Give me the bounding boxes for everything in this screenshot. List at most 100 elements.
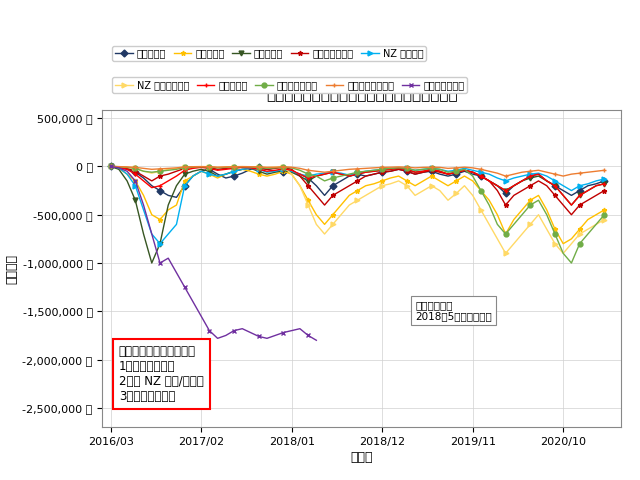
メキシコペソ／円 [543,169,550,175]
トルコリラ／円 [288,328,296,334]
加ドル／円 [107,164,115,169]
加ドル／円 [370,168,378,174]
トルコリラ／円 [280,330,287,336]
南アランド／円 [205,164,213,170]
NZ ドル／米ドル [502,251,509,256]
トルコリラ／円 [173,270,180,276]
米ドル／円 [107,164,115,169]
NZ ドル／円 [230,168,238,174]
トルコリラ／円 [255,334,262,339]
NZ ドル／円 [288,168,296,174]
ユーロ／円 [403,178,411,184]
南アランド／円 [280,164,287,170]
NZ ドル／円 [378,167,386,172]
NZ ドル／円 [156,241,164,247]
Line: 南アランド／円: 南アランド／円 [108,164,607,265]
Line: メキシコペソ／円: メキシコペソ／円 [108,164,607,179]
豪ドル／円 [230,168,238,174]
NZ ドル／米ドル [107,164,115,169]
Text: 【含み損益ランキング】
1位：ユーロ／円
2位： NZ ドル/米ドル
3位：米ドル／円: 【含み損益ランキング】 1位：ユーロ／円 2位： NZ ドル/米ドル 3位：米ド… [119,345,204,403]
南アランド／円 [107,164,115,169]
トルコリラ／円 [197,313,205,319]
豪ドル／円 [412,169,419,175]
南アランド／円 [568,260,575,266]
豪ドル／円 [543,178,550,184]
加ドル／円 [534,171,542,177]
南アランド／円 [403,166,411,171]
Line: 加ドル／円: 加ドル／円 [108,164,607,207]
加ドル／円 [222,167,230,172]
トルコリラ／円 [222,333,230,338]
トルコリラ／円 [304,333,312,338]
トルコリラ／円 [164,255,172,261]
トルコリラ／円 [230,328,238,334]
豪ドル／円 [288,169,296,175]
ユーロ／円 [559,241,567,247]
ユーロ／円 [205,171,213,177]
米ドル／円 [543,178,550,184]
NZ ドル／米ドル [222,164,230,170]
米ドル／円 [230,173,238,179]
加ドル／円 [600,181,608,187]
Title: 【トラリピ】通貨ごとの毎月の含み損益の推移: 【トラリピ】通貨ごとの毎月の含み損益の推移 [266,87,458,102]
ユーロ／円 [107,164,115,169]
NZ ドル／米ドル [370,188,378,193]
加ドル／円 [205,166,213,171]
南アランド／円 [534,197,542,203]
トルコリラ／円 [156,260,164,266]
ユーロ／円 [370,181,378,187]
豪ドル／米ドル [280,165,287,170]
NZ ドル／米ドル [280,164,287,170]
ユーロ／円 [280,168,287,174]
Line: NZ ドル／円: NZ ドル／円 [108,164,607,246]
加ドル／円 [568,202,575,208]
トルコリラ／円 [214,336,221,341]
Line: 豪ドル／円: 豪ドル／円 [108,164,607,265]
豪ドル／米ドル [370,171,378,177]
南アランド／円 [370,168,378,173]
南アランド／円 [222,165,230,170]
トルコリラ／円 [239,326,246,332]
豪ドル／円 [148,260,156,266]
Line: 米ドル／円: 米ドル／円 [108,164,607,200]
豪ドル／米ドル [534,178,542,184]
豪ドル／円 [600,181,608,187]
NZ ドル／円 [600,176,608,182]
ユーロ／円 [534,192,542,198]
トルコリラ／円 [205,328,213,334]
メキシコペソ／円 [222,164,230,170]
加ドル／円 [280,166,287,172]
NZ ドル／円 [412,168,419,173]
豪ドル／米ドル [568,212,575,217]
メキシコペソ／円 [502,173,509,179]
Line: トルコリラ／円: トルコリラ／円 [108,164,319,343]
トルコリラ／円 [271,333,279,338]
トルコリラ／円 [124,168,131,174]
ユーロ／円 [600,207,608,213]
Line: ユーロ／円: ユーロ／円 [108,164,607,246]
NZ ドル／米ドル [205,164,213,169]
豪ドル／円 [378,168,386,173]
ユーロ／円 [222,171,230,177]
トルコリラ／円 [148,231,156,237]
豪ドル／米ドル [600,188,608,193]
NZ ドル／米ドル [403,183,411,189]
トルコリラ／円 [312,337,320,343]
X-axis label: 運用月: 運用月 [350,451,373,464]
NZ ドル／円 [543,173,550,179]
メキシコペソ／円 [403,164,411,170]
トルコリラ／円 [296,326,304,332]
トルコリラ／円 [131,178,139,184]
Line: NZ ドル／米ドル: NZ ドル／米ドル [108,164,607,256]
豪ドル／米ドル [222,166,230,171]
NZ ドル／円 [107,164,115,169]
米ドル／円 [288,168,296,174]
NZ ドル／円 [214,173,221,179]
Text: トルコリラは
2018年5月に運用終了: トルコリラは 2018年5月に運用終了 [415,300,492,321]
NZ ドル／米ドル [543,227,550,232]
豪ドル／米ドル [107,164,115,169]
豪ドル／円 [107,164,115,169]
南アランド／円 [600,212,608,217]
トルコリラ／円 [263,336,271,341]
米ドル／円 [412,171,419,177]
